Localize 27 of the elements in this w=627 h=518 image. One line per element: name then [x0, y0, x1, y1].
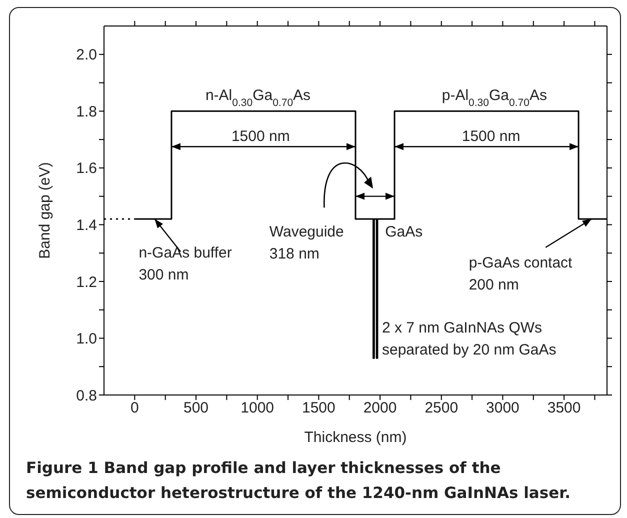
- x-tick-label: 2500: [424, 400, 458, 417]
- y-tick-label: 1.2: [76, 274, 97, 291]
- y-tick-label: 1.0: [76, 330, 97, 348]
- annotation: 1500 nm: [462, 128, 520, 145]
- x-axis-title: Thickness (nm): [304, 429, 407, 446]
- annotation: 1500 nm: [231, 128, 290, 145]
- x-tick-label: 3500: [547, 400, 581, 417]
- annotation: Waveguide 318 nm: [269, 224, 344, 263]
- x-tick-label: 1000: [240, 400, 274, 417]
- annotation: p-GaAs contact 200 nm: [468, 254, 574, 294]
- caption: Figure 1 Band gap profile and layer thicknesses of the semiconductor heterostructure of the 1240-nm GaInNAs laser.: [26, 458, 572, 504]
- annotation: GaAs: [385, 224, 423, 241]
- y-tick-label: 1.8: [76, 103, 97, 120]
- y-tick-label: 1.6: [76, 160, 97, 178]
- x-tick-label: 2000: [363, 400, 397, 417]
- y-tick-label: 0.8: [76, 387, 97, 404]
- annotation: p-Al$_{0.30}$Ga$_{0.70}$As: [442, 86, 547, 109]
- annotation: n-GaAs buffer 300 nm: [138, 244, 232, 284]
- y-tick-label: 1.4: [76, 217, 97, 234]
- annotation: n-Al$_{0.30}$Ga$_{0.70}$As: [205, 86, 311, 109]
- x-tick-label: 3000: [486, 400, 520, 417]
- x-tick-label: 500: [183, 400, 209, 417]
- y-axis-title: Band gap (eV): [36, 162, 54, 259]
- x-tick-label: 1500: [302, 400, 336, 417]
- x-tick-label: 0: [130, 400, 139, 417]
- annotation: 2 x 7 nm GaInNAs QWs separated by 20 nm GaAs: [382, 319, 556, 358]
- y-tick-label: 2.0: [76, 46, 97, 64]
